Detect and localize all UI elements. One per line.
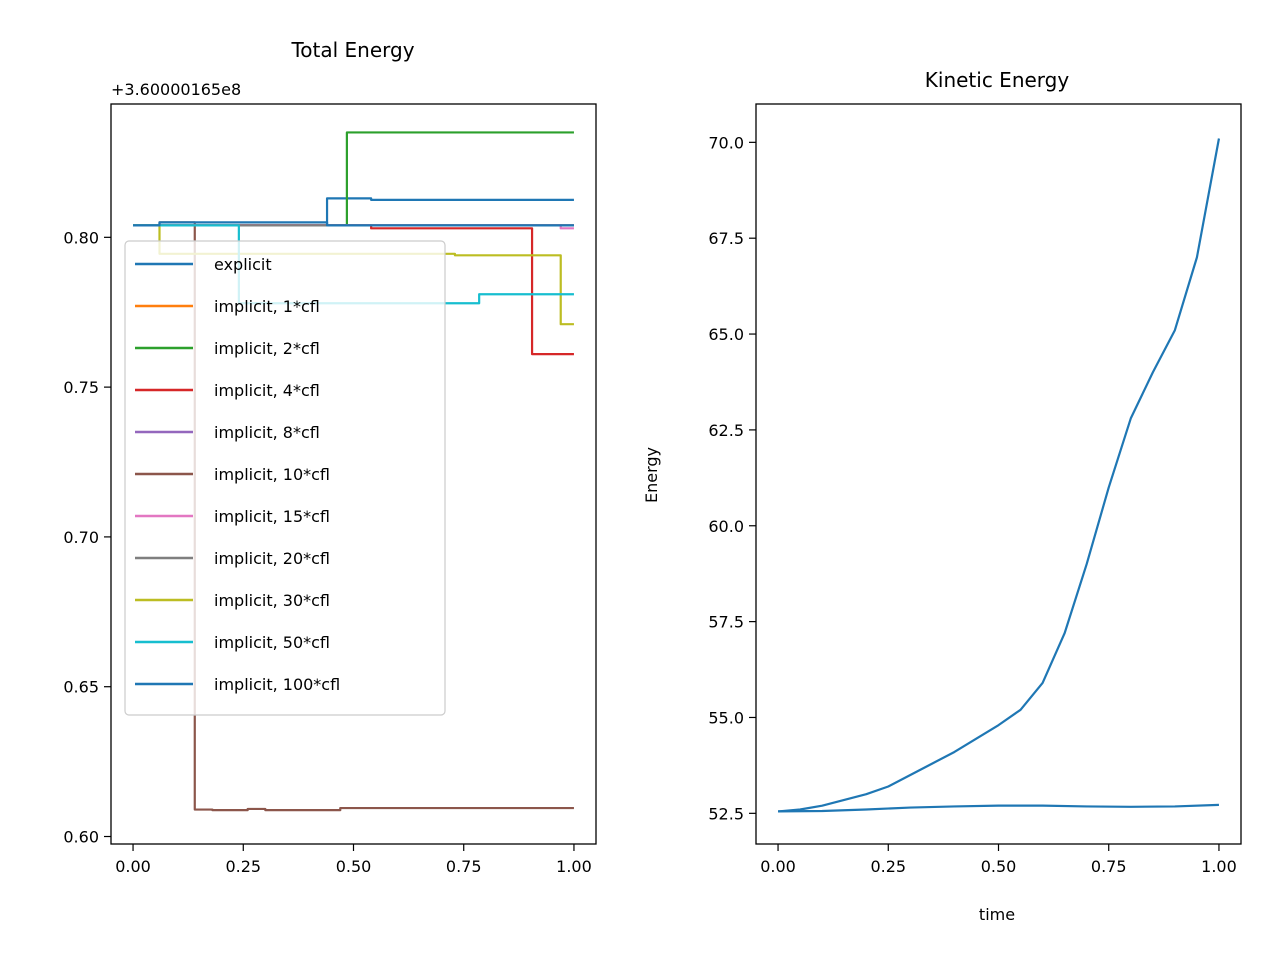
total-energy-series-line-8 (133, 224, 574, 326)
total-energy-offset-text: +3.60000165e8 (111, 80, 241, 99)
kinetic-energy-ytick-label: 62.5 (708, 421, 744, 440)
legend-item: implicit, 20*cfl (135, 549, 330, 568)
legend-label: implicit, 30*cfl (214, 591, 330, 610)
legend-label: implicit, 100*cfl (214, 675, 340, 694)
kinetic-energy-ytick-label: 65.0 (708, 325, 744, 344)
kinetic-energy-xtick-label: 0.50 (981, 857, 1017, 876)
total-energy-xtick-label: 0.50 (336, 857, 372, 876)
legend-item: implicit, 10*cfl (135, 465, 330, 484)
kinetic-energy-title: Kinetic Energy (925, 68, 1070, 92)
kinetic-energy-xtick-label: 1.00 (1201, 857, 1237, 876)
legend-item: implicit, 2*cfl (135, 339, 320, 358)
kinetic-energy-ylabel: Energy (642, 447, 661, 503)
kinetic-energy-series-line-1 (778, 803, 1219, 813)
legend: explicit implicit, 1*cfl implicit, 2*cfl im… (124, 240, 446, 716)
total-energy-series-line-10 (133, 221, 574, 227)
kinetic-energy-plot-area: 0.00 0.25 0.50 0.75 1.00 52.5 55.0 57.5 60.0 62.5… (708, 103, 1242, 876)
kinetic-energy-xtick-label: 0.25 (870, 857, 906, 876)
total-energy-xtick-label: 0.00 (115, 857, 151, 876)
legend-item: implicit, 15*cfl (135, 507, 330, 526)
total-energy-plot-area: 0.00 0.25 0.50 0.75 1.00 0.60 0.65 0.70 0.75 0.80 (63, 103, 597, 876)
kinetic-energy-ytick-label: 60.0 (708, 517, 744, 536)
kinetic-energy-xlabel: time (979, 905, 1015, 924)
total-energy-panel: Total Energy +3.60000165e8 0.00 0.25 0.50 0… (63, 38, 597, 876)
legend-item: implicit, 4*cfl (135, 381, 320, 400)
total-energy-ytick-label: 0.80 (63, 228, 99, 247)
legend-label: implicit, 2*cfl (214, 339, 320, 358)
kinetic-energy-xtick-label: 0.00 (760, 857, 796, 876)
kinetic-energy-series-line-0 (777, 138, 1221, 813)
legend-label: implicit, 1*cfl (214, 297, 320, 316)
legend-item: implicit, 50*cfl (135, 633, 330, 652)
legend-item: implicit, 1*cfl (135, 297, 320, 316)
total-energy-title: Total Energy (290, 38, 414, 62)
legend-label: implicit, 4*cfl (214, 381, 320, 400)
legend-label: implicit, 10*cfl (214, 465, 330, 484)
legend-item: explicit (135, 255, 272, 274)
kinetic-energy-ytick-label: 57.5 (708, 613, 744, 632)
legend-item: implicit, 30*cfl (135, 591, 330, 610)
total-energy-ytick-label: 0.75 (63, 378, 99, 397)
kinetic-energy-ytick-label: 70.0 (708, 133, 744, 152)
kinetic-energy-ytick-label: 55.0 (708, 708, 744, 727)
total-energy-xtick-label: 0.25 (225, 857, 261, 876)
legend-item: implicit, 100*cfl (135, 675, 340, 694)
total-energy-ytick-label: 0.60 (63, 828, 99, 847)
legend-label: implicit, 15*cfl (214, 507, 330, 526)
legend-label: implicit, 20*cfl (214, 549, 330, 568)
legend-label: implicit, 50*cfl (214, 633, 330, 652)
kinetic-energy-ytick-label: 52.5 (708, 804, 744, 823)
kinetic-energy-ytick-label: 67.5 (708, 229, 744, 248)
total-energy-xtick-label: 0.75 (446, 857, 482, 876)
legend-item: implicit, 8*cfl (135, 423, 320, 442)
legend-box (124, 240, 446, 716)
total-energy-ytick-label: 0.65 (63, 678, 99, 697)
total-energy-xtick-label: 1.00 (556, 857, 592, 876)
legend-label: implicit, 8*cfl (214, 423, 320, 442)
total-energy-ytick-label: 0.70 (63, 528, 99, 547)
legend-label: explicit (214, 255, 272, 274)
kinetic-energy-panel: Kinetic Energy time Energy 0.00 0.25 0.50 0… (642, 68, 1242, 924)
kinetic-energy-xtick-label: 0.75 (1091, 857, 1127, 876)
